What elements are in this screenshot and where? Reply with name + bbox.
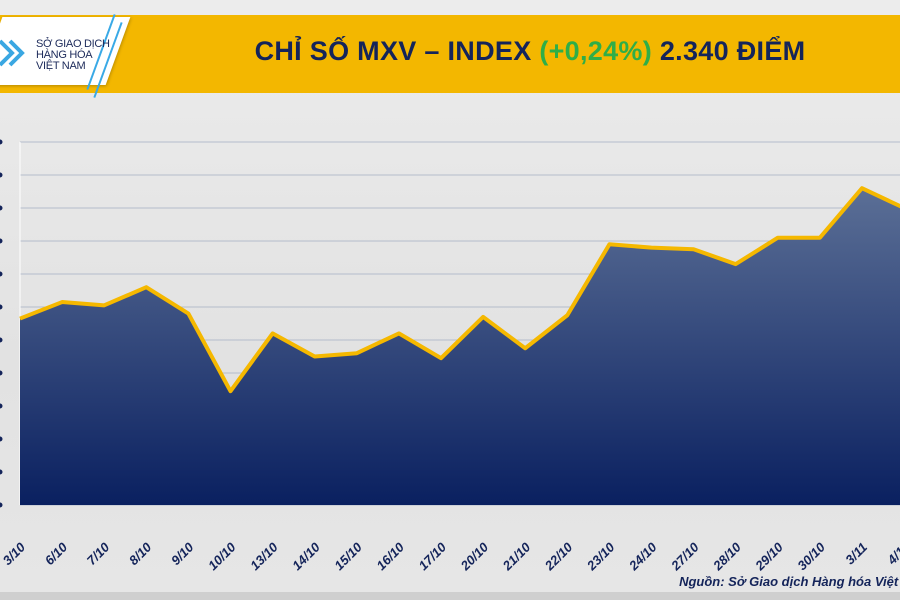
x-tick-label: 23/10 bbox=[583, 539, 618, 574]
x-tick-label: 15/10 bbox=[331, 539, 365, 573]
logo-text: SỞ GIAO DỊCH HÀNG HÓA VIỆT NAM bbox=[36, 39, 110, 72]
index-area bbox=[20, 188, 900, 505]
title-prefix: CHỈ SỐ MXV – INDEX bbox=[254, 36, 540, 66]
title-suffix: 2.340 ĐIỂM bbox=[652, 36, 806, 66]
y-tick-mark bbox=[0, 502, 3, 508]
y-tick-mark bbox=[0, 172, 3, 178]
y-tick-mark bbox=[0, 370, 3, 376]
x-tick-label: 7/10 bbox=[84, 539, 113, 568]
title-band bbox=[0, 15, 900, 93]
x-tick-label: 10/10 bbox=[205, 539, 239, 573]
x-tick-label: 8/10 bbox=[126, 539, 155, 568]
x-tick-label: 4/11 bbox=[884, 540, 900, 569]
source-note: Nguồn: Sở Giao dịch Hàng hóa Việt Nam bbox=[679, 574, 900, 589]
y-tick-mark bbox=[0, 304, 3, 310]
x-tick-label: 17/10 bbox=[416, 539, 450, 573]
y-tick-mark bbox=[0, 139, 3, 145]
x-tick-label: 24/10 bbox=[625, 539, 660, 574]
x-tick-label: 3/10 bbox=[0, 539, 29, 568]
x-tick-label: 3/11 bbox=[842, 540, 870, 568]
bottom-bar bbox=[0, 592, 900, 600]
logo-line-2: HÀNG HÓA bbox=[36, 49, 93, 61]
x-tick-label: 20/10 bbox=[457, 539, 492, 574]
y-tick-mark bbox=[0, 403, 3, 409]
logo-line-3: VIỆT NAM bbox=[36, 60, 86, 72]
x-tick-label: 27/10 bbox=[667, 539, 702, 574]
x-tick-label: 13/10 bbox=[247, 539, 281, 573]
y-tick-mark bbox=[0, 238, 3, 244]
x-tick-label: 29/10 bbox=[752, 539, 787, 574]
y-tick-mark bbox=[0, 205, 3, 211]
title-change: (+0,24%) bbox=[539, 36, 653, 66]
y-tick-mark bbox=[0, 469, 3, 475]
x-tick-label: 14/10 bbox=[289, 539, 323, 573]
x-tick-label: 9/10 bbox=[168, 539, 197, 568]
x-tick-label: 6/10 bbox=[42, 539, 71, 568]
x-tick-label: 30/10 bbox=[794, 539, 828, 573]
page-title: CHỈ SỐ MXV – INDEX (+0,24%) 2.340 ĐIỂM bbox=[160, 36, 900, 67]
index-line bbox=[19, 186, 900, 394]
logo-line-1: SỞ GIAO DỊCH bbox=[36, 38, 110, 50]
y-tick-mark bbox=[0, 436, 3, 442]
x-tick-label: 21/10 bbox=[499, 539, 534, 574]
y-tick-mark bbox=[0, 337, 3, 343]
x-tick-label: 28/10 bbox=[709, 539, 744, 574]
logo-chevrons-icon bbox=[0, 39, 25, 67]
x-tick-label: 16/10 bbox=[373, 539, 407, 573]
y-tick-mark bbox=[0, 271, 3, 277]
x-tick-label: 22/10 bbox=[541, 539, 576, 574]
